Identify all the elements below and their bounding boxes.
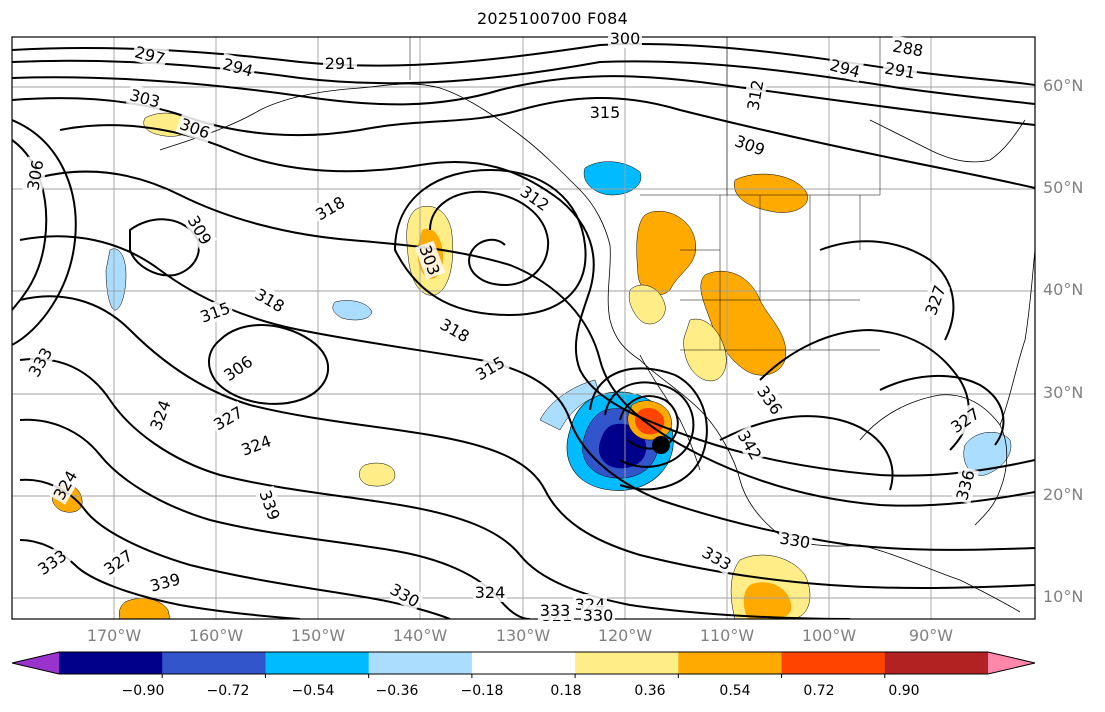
- lat-label-20n: 20°N: [1043, 485, 1084, 504]
- lat-label-30n: 30°N: [1043, 383, 1084, 402]
- lon-label-140w: 140°W: [392, 626, 448, 645]
- colorbar-segment: [781, 652, 886, 674]
- svg-text:324: 324: [475, 583, 506, 602]
- lon-label-100w: 100°W: [801, 626, 857, 645]
- light-blue-patch-gulf: [963, 432, 1012, 476]
- colorbar-segment: [368, 652, 473, 674]
- colorbar-extend-low: [12, 652, 59, 674]
- lon-label-120w: 120°W: [597, 626, 653, 645]
- orange-patch-center: [700, 270, 787, 376]
- east-coast: [999, 249, 1035, 426]
- orange-patch-north: [636, 210, 697, 296]
- colorbar: [11, 651, 1036, 678]
- contour-label: 294: [218, 52, 258, 82]
- colorbar-segment: [59, 652, 163, 674]
- contour-label: 312: [515, 180, 555, 216]
- svg-text:330: 330: [583, 606, 614, 625]
- blue-anomaly-inner: [598, 423, 647, 469]
- lon-label-90w: 90°W: [908, 626, 954, 645]
- contour-label: 324: [473, 582, 507, 602]
- lat-label-40n: 40°N: [1043, 280, 1084, 299]
- hudson: [869, 119, 1026, 163]
- lon-label-150w: 150°W: [290, 626, 346, 645]
- colorbar-segment: [162, 652, 266, 674]
- baja: [639, 354, 701, 471]
- light-blue-patch-west: [105, 248, 127, 311]
- central-america: [859, 544, 1021, 613]
- yellow-patch-north: [628, 284, 666, 325]
- yellow-patch-midpacific: [359, 462, 396, 487]
- contour-lines: [12, 43, 1035, 619]
- lon-label-160w: 160°W: [188, 626, 244, 645]
- colorbar-label-8: 0.54: [719, 683, 751, 699]
- svg-text:291: 291: [325, 54, 356, 73]
- colorbar-segment: [265, 652, 370, 674]
- colorbar-label-1: −0.90: [121, 683, 165, 699]
- state-borders: [409, 37, 881, 351]
- svg-text:315: 315: [590, 103, 621, 122]
- lat-label-10n: 10°N: [1043, 587, 1084, 606]
- contour-label: 324: [236, 429, 276, 461]
- contour-label: 336: [950, 465, 980, 505]
- colorbar-segment: [575, 652, 679, 674]
- colorbar-segment: [678, 652, 783, 674]
- svg-text:300: 300: [610, 29, 641, 48]
- colorbar-label-3: −0.54: [291, 683, 335, 699]
- svg-text:333: 333: [540, 601, 571, 620]
- colorbar-segment: [884, 652, 989, 674]
- contour-label: 315: [588, 102, 622, 122]
- lat-label-60n: 60°N: [1043, 76, 1084, 95]
- contour-label: 300: [608, 28, 642, 48]
- colorbar-outline: [11, 651, 1036, 675]
- map-frame: [11, 36, 1036, 620]
- lon-label-130w: 130°W: [495, 626, 551, 645]
- colorbar-label-7: 0.36: [634, 683, 666, 699]
- colorbar-label-10: 0.90: [888, 683, 920, 699]
- map-title: 2025100700 F084: [476, 9, 629, 28]
- contour-label: 333: [538, 600, 572, 620]
- colorbar-label-5: −0.18: [460, 683, 504, 699]
- lat-label-50n: 50°N: [1043, 178, 1084, 197]
- contour-label: 330: [581, 605, 615, 625]
- orange-patch-south: [743, 582, 792, 619]
- colorbar-label-4: −0.36: [375, 683, 419, 699]
- colorbar-label-2: −0.72: [206, 683, 250, 699]
- light-blue-patch-pacific: [332, 300, 373, 321]
- storm-center-marker: [652, 436, 670, 454]
- colorbar-label-6: 0.18: [550, 683, 582, 699]
- orange-patch-northeast: [734, 173, 808, 213]
- colorbar-segment: [471, 652, 576, 674]
- colorbar-label-9: 0.72: [803, 683, 835, 699]
- contour-label: 330: [776, 527, 814, 553]
- alaska-coast: [159, 83, 611, 246]
- contour-label: 291: [323, 53, 357, 73]
- lon-label-110w: 110°W: [699, 626, 755, 645]
- colorbar-extend-high: [988, 652, 1035, 674]
- lon-label-170w: 170°W: [86, 626, 142, 645]
- light-blue-patch-canada: [583, 161, 642, 196]
